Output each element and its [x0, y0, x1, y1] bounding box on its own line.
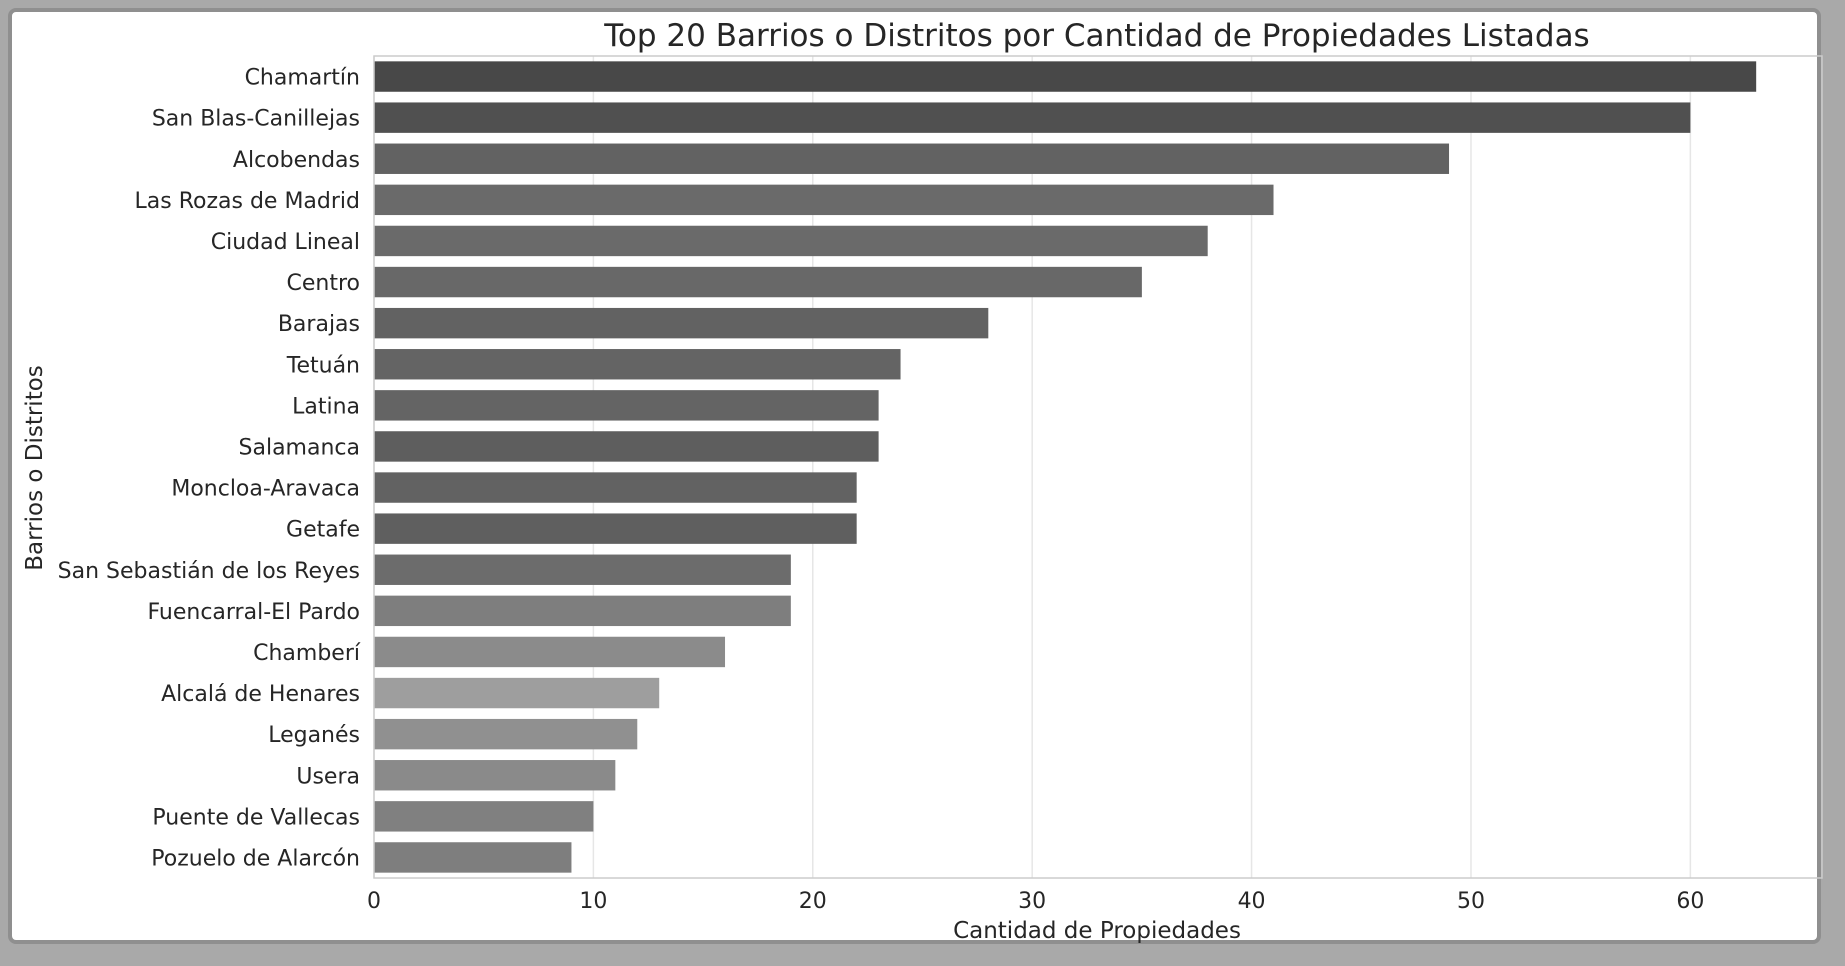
- bar: [374, 801, 594, 832]
- x-axis-label: Cantidad de Propiedades: [953, 918, 1241, 944]
- y-tick-label: San Blas-Canillejas: [152, 107, 360, 132]
- x-tick-label: 10: [579, 889, 607, 914]
- bar: [374, 677, 660, 709]
- y-tick-label: San Sebastián de los Reyes: [58, 559, 360, 584]
- y-axis-label: Barrios o Distritos: [22, 365, 48, 571]
- y-tick-label: Las Rozas de Madrid: [135, 189, 360, 214]
- bar: [374, 349, 901, 380]
- y-tick-label: Getafe: [286, 518, 360, 543]
- x-tick-labels: 0 10 20 30 40 50 60: [367, 889, 1704, 914]
- y-tick-label: Barajas: [278, 312, 360, 337]
- x-tick-label: 40: [1238, 889, 1266, 914]
- y-tick-label: Tetuán: [286, 353, 360, 378]
- y-tick-label: Usera: [296, 764, 360, 789]
- bar: [374, 102, 1691, 133]
- y-tick-label: Centro: [287, 271, 361, 296]
- y-tick-label: Alcobendas: [233, 148, 360, 173]
- y-tick-label: Alcalá de Henares: [161, 682, 360, 707]
- y-tick-label: Chamberí: [253, 641, 361, 666]
- y-tick-labels: Chamartín San Blas-Canillejas Alcobendas La…: [58, 66, 361, 872]
- y-tick-label: Fuencarral-El Pardo: [147, 600, 360, 625]
- bar: [374, 472, 857, 503]
- bar: [374, 184, 1274, 216]
- bar: [374, 595, 791, 627]
- y-tick-label: Moncloa-Aravaca: [171, 477, 360, 502]
- bar: [374, 842, 572, 873]
- bar: [374, 554, 791, 585]
- bar: [374, 225, 1208, 257]
- plot-area-border: [373, 55, 1823, 879]
- gridlines: [373, 56, 1692, 878]
- x-tick-label: 60: [1676, 889, 1704, 914]
- bar: [374, 390, 879, 421]
- bar: [374, 431, 879, 462]
- bar: [374, 636, 726, 668]
- bar: [374, 307, 989, 339]
- y-tick-label: Latina: [292, 394, 360, 419]
- chart-title: Top 20 Barrios o Distritos por Cantidad …: [603, 18, 1589, 54]
- x-tick-label: 0: [367, 889, 381, 914]
- y-tick-label: Salamanca: [239, 435, 360, 460]
- y-tick-label: Leganés: [268, 723, 360, 748]
- x-tick-label: 30: [1018, 889, 1046, 914]
- bar: [374, 513, 857, 544]
- bar: [374, 718, 638, 750]
- bars: [374, 61, 1757, 873]
- x-tick-label: 20: [799, 889, 827, 914]
- bar: [374, 760, 616, 791]
- x-tick-label: 50: [1457, 889, 1485, 914]
- y-tick-label: Ciudad Lineal: [211, 230, 360, 255]
- y-tick-label: Puente de Vallecas: [152, 805, 360, 830]
- y-tick-label: Pozuelo de Alarcón: [151, 846, 360, 871]
- bar: [374, 61, 1757, 92]
- bar: [374, 143, 1450, 174]
- y-tick-label: Chamartín: [245, 66, 360, 91]
- bar: [374, 266, 1142, 298]
